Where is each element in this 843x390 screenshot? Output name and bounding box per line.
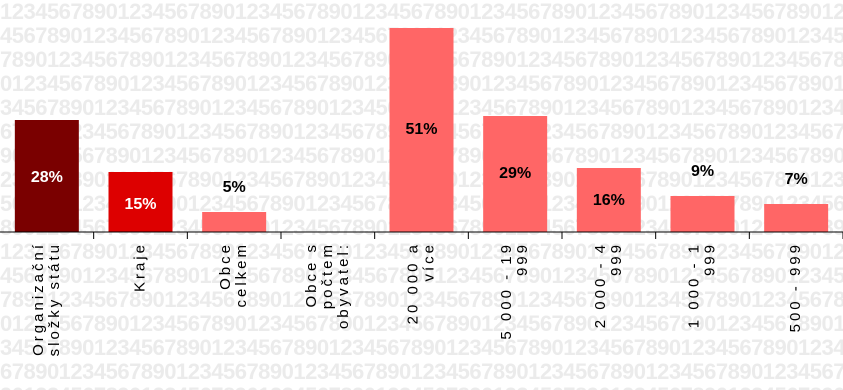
bar-0 bbox=[14, 120, 79, 232]
bar-6 bbox=[576, 168, 641, 232]
tick-label-3-line-2: obyvatel: bbox=[335, 242, 352, 329]
bar-2 bbox=[202, 212, 267, 232]
value-label-2: 5% bbox=[223, 179, 246, 196]
bar-8 bbox=[764, 204, 829, 232]
tick-label-2: Obce celkem bbox=[217, 242, 250, 308]
tick-label-5-line-1: 999 bbox=[514, 242, 531, 276]
tick-label-4: 20 000 a více bbox=[405, 242, 438, 324]
tick-label-7-line-0: 1 000 - 1 bbox=[686, 242, 703, 328]
tick-label-1: Kraje bbox=[132, 242, 149, 292]
bar-1 bbox=[108, 172, 173, 232]
x-ticks-group bbox=[93, 232, 843, 239]
tick-labels-group: Organizační složky státu Kraje Obce celkem Ob… bbox=[30, 242, 804, 356]
tick-label-3-line-1: počtem bbox=[319, 242, 336, 309]
tick-label-4-line-0: 20 000 a bbox=[405, 242, 422, 324]
value-label-4: 51% bbox=[405, 121, 437, 138]
tick-label-7: 1 000 - 1 999 bbox=[686, 242, 719, 328]
tick-label-6-line-1: 999 bbox=[608, 242, 625, 276]
tick-label-3: Obce s počtem obyvatel: bbox=[303, 242, 352, 329]
value-label-1: 15% bbox=[124, 196, 156, 213]
tick-label-2-line-1: celkem bbox=[233, 242, 250, 308]
tick-label-7-line-1: 999 bbox=[702, 242, 719, 276]
tick-label-3-line-0: Obce s bbox=[303, 242, 320, 308]
tick-label-6-line-0: 2 000 - 4 bbox=[592, 242, 609, 328]
bar-4 bbox=[389, 28, 454, 232]
tick-label-1-line-0: Kraje bbox=[132, 242, 149, 292]
value-label-7: 9% bbox=[691, 163, 714, 180]
tick-label-0: Organizační složky státu bbox=[30, 242, 63, 356]
value-label-0: 28% bbox=[31, 169, 63, 186]
tick-label-0-line-1: složky státu bbox=[46, 242, 63, 356]
tick-label-6: 2 000 - 4 999 bbox=[592, 242, 625, 328]
tick-label-5: 5 000 - 19 999 bbox=[498, 242, 531, 340]
value-labels-group: 28% 15% 5% 51% 29% 16% 9% 7% bbox=[31, 121, 808, 213]
bar-5 bbox=[483, 116, 548, 232]
bar-7 bbox=[670, 196, 735, 232]
tick-label-0-line-0: Organizační bbox=[30, 242, 47, 356]
tick-label-8: 500 - 999 bbox=[787, 242, 804, 332]
tick-label-5-line-0: 5 000 - 19 bbox=[498, 242, 515, 340]
value-label-6: 16% bbox=[593, 192, 625, 209]
tick-label-4-line-1: více bbox=[421, 242, 438, 282]
tick-label-8-line-0: 500 - 999 bbox=[787, 242, 804, 332]
bars-group bbox=[14, 28, 829, 232]
value-label-8: 7% bbox=[785, 171, 808, 188]
value-label-5: 29% bbox=[499, 165, 531, 182]
tick-label-2-line-0: Obce bbox=[217, 242, 234, 290]
